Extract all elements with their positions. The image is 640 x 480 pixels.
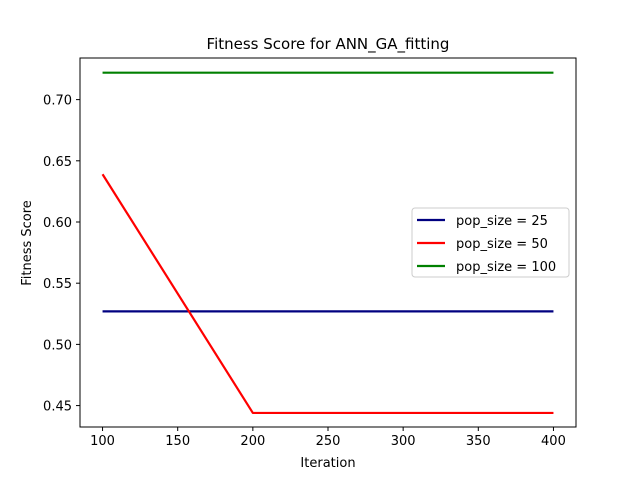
legend-entry: pop_size = 50 (456, 237, 548, 252)
y-tick-label: 0.55 (43, 277, 72, 292)
y-axis-label: Fitness Score (20, 200, 35, 286)
x-tick-label: 150 (165, 434, 190, 449)
y-tick-label: 0.60 (43, 216, 72, 231)
y-tick-label: 0.45 (43, 400, 72, 415)
x-tick-label: 250 (316, 434, 341, 449)
y-tick-label: 0.70 (43, 94, 72, 109)
y-tick-label: 0.65 (43, 155, 72, 170)
legend-entry: pop_size = 25 (456, 214, 548, 229)
legend-entry: pop_size = 100 (456, 260, 556, 275)
series-lines (101, 71, 554, 415)
x-tick-label: 100 (90, 434, 115, 449)
legend: pop_size = 25 pop_size = 50 pop_size = 100 (411, 207, 570, 278)
x-tick-label: 400 (541, 434, 566, 449)
chart-title: Fitness Score for ANN_GA_fitting (207, 35, 450, 54)
legend-box (411, 207, 570, 278)
y-tick-label: 0.50 (43, 338, 72, 353)
x-tick-label: 350 (466, 434, 491, 449)
x-tick-label: 200 (240, 434, 265, 449)
series-line (101, 173, 554, 415)
x-axis: 100 150 200 250 300 350 400 (90, 427, 566, 449)
x-axis-label: Iteration (300, 456, 355, 471)
x-tick-label: 300 (391, 434, 416, 449)
y-axis: 0.45 0.50 0.55 0.60 0.65 0.70 (43, 94, 80, 415)
